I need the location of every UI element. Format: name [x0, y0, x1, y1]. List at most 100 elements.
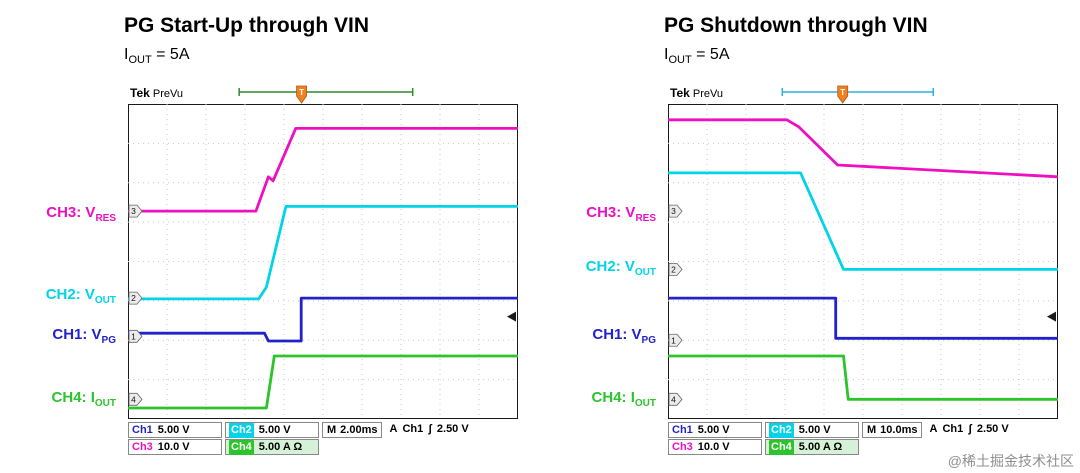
channel-label-text: CH3: V — [46, 204, 96, 221]
channel-label-ch1: CH1: VPG — [592, 326, 656, 346]
channel-label-text: CH4: I — [51, 389, 95, 406]
waveform-ch3 — [128, 127, 518, 213]
channel-label-ch4: CH4: IOUT — [52, 389, 116, 409]
trigger-source: Ch1 — [402, 423, 424, 435]
channel-label-subscript: RES — [635, 213, 656, 224]
channel-label-subscript: OUT — [634, 267, 656, 278]
ch3-tag: Ch3 — [672, 440, 693, 453]
channel-marker-number: 2 — [671, 264, 676, 274]
channel-label-text: CH2: V — [45, 286, 95, 303]
readout-ch3: Ch3 10.0 V — [668, 439, 762, 455]
trigger-mode: A — [929, 423, 938, 435]
channel-label-text: CH3: V — [586, 204, 636, 221]
ch1-tag: Ch1 — [132, 423, 153, 436]
channel-label-ch3: CH3: VRES — [46, 204, 116, 224]
trigger-position-marker: T — [296, 85, 307, 104]
graticule-grid — [128, 104, 518, 419]
ch4-tag: Ch4 — [229, 439, 254, 455]
channel-position-marker-1: 1 — [668, 333, 683, 347]
panel-title: PG Shutdown through VIN — [664, 14, 928, 37]
channel-label-ch4: CH4: IOUT — [592, 389, 656, 409]
trigger-slope-icon: ʃ — [968, 423, 972, 435]
channel-label-text: CH1: V — [592, 326, 642, 343]
ch2-tag: Ch2 — [769, 422, 794, 438]
readout-ch2: Ch2 5.00 V — [225, 422, 319, 438]
channel-position-marker-3: 3 — [668, 204, 683, 218]
channel-label-subscript: OUT — [634, 398, 656, 409]
ch1-scale: 5.00 V — [157, 423, 190, 436]
waveform-ch4 — [668, 354, 1058, 401]
acquisition-mode: PreVu — [692, 88, 724, 100]
panel-title: PG Start-Up through VIN — [124, 14, 369, 37]
ch2-scale: 5.00 V — [798, 423, 831, 436]
channel-label-subscript: PG — [101, 335, 116, 346]
waveform-ch1 — [668, 296, 1058, 340]
readout-ch1: Ch1 5.00 V — [668, 422, 762, 438]
ch3-scale: 10.0 V — [697, 440, 730, 453]
trigger-level-arrow — [507, 311, 516, 322]
tek-logo: Tek — [670, 86, 690, 100]
scope-screen: 3 2 1 4 T — [668, 85, 1058, 419]
channel-label-ch2: CH2: VOUT — [46, 286, 116, 306]
timebase-label: M — [327, 424, 337, 436]
channel-marker-number: 1 — [131, 331, 136, 341]
channel-marker-number: 4 — [671, 394, 676, 404]
waveform-ch2 — [128, 205, 518, 301]
channel-label-subscript: OUT — [94, 398, 116, 409]
readout-timebase: M 10.0ms — [862, 422, 923, 438]
scope-screen: 3 2 1 4 T — [128, 85, 518, 419]
trigger-mode: A — [389, 423, 398, 435]
readout-ch4: Ch4 5.00 A Ω — [225, 439, 319, 455]
scope-status-bar: Tek PreVu — [670, 86, 723, 100]
graticule-grid — [668, 104, 1058, 419]
waveform-ch2 — [668, 171, 1058, 271]
watermark: @稀土掘金技术社区 — [947, 453, 1074, 469]
tek-logo: Tek — [130, 86, 150, 100]
channel-label-text: CH1: V — [52, 326, 102, 343]
readout-row-1: Ch1 5.00 V Ch2 5.00 V M 2.00ms A Ch1 ʃ 2.50 V — [128, 422, 518, 438]
trigger-level: 2.50 V — [976, 423, 1009, 435]
readout-ch1: Ch1 5.00 V — [128, 422, 222, 438]
readout-trigger: A Ch1 ʃ 2.50 V — [925, 422, 1008, 438]
readout-timebase: M 2.00ms — [322, 422, 383, 438]
channel-position-marker-2: 2 — [668, 262, 683, 276]
waveform-ch4 — [128, 354, 518, 410]
subtitle-base: I — [124, 46, 129, 63]
acquisition-bracket — [238, 88, 414, 96]
oscilloscope-display: Tek PreVu 3 2 1 4 T Ch1 5.00 V Ch2 5.00 V M 2.0… — [128, 84, 518, 458]
trigger-source: Ch1 — [942, 423, 964, 435]
ch3-tag: Ch3 — [132, 440, 153, 453]
channel-marker-number: 4 — [131, 394, 136, 404]
channel-label-ch3: CH3: VRES — [586, 204, 656, 224]
channel-marker-number: 1 — [671, 335, 676, 345]
channel-label-subscript: RES — [95, 213, 116, 224]
ch3-scale: 10.0 V — [157, 440, 190, 453]
channel-marker-number: 3 — [131, 206, 136, 216]
subtitle-subscript: OUT — [668, 54, 692, 67]
timebase-value: 10.0ms — [880, 424, 918, 436]
trigger-level-arrow — [1047, 311, 1056, 322]
readout-row-1: Ch1 5.00 V Ch2 5.00 V M 10.0ms A Ch1 ʃ 2.50 V — [668, 422, 1058, 438]
trigger-slope-icon: ʃ — [428, 423, 432, 435]
channel-position-marker-2: 2 — [128, 291, 143, 305]
readout-ch3: Ch3 10.0 V — [128, 439, 222, 455]
timebase-label: M — [867, 424, 877, 436]
timebase-value: 2.00ms — [340, 424, 378, 436]
scope-panel-shutdown: PG Shutdown through VIN IOUT = 5A CH3: V… — [540, 0, 1080, 473]
channel-marker-number: 3 — [671, 206, 676, 216]
subtitle-rest: = 5A — [691, 46, 730, 63]
scope-status-bar: Tek PreVu — [130, 86, 183, 100]
channel-position-marker-3: 3 — [128, 204, 143, 218]
channel-position-marker-1: 1 — [128, 329, 143, 343]
waveform-ch3 — [668, 118, 1058, 179]
scope-panel-startup: PG Start-Up through VIN IOUT = 5A CH3: V… — [46, 14, 518, 458]
svg-text:T: T — [299, 88, 304, 97]
ch4-scale: 5.00 A Ω — [258, 440, 303, 453]
ch1-scale: 5.00 V — [697, 423, 730, 436]
channel-label-text: CH4: I — [591, 389, 635, 406]
ch4-tag: Ch4 — [769, 439, 794, 455]
svg-text:T: T — [840, 88, 845, 97]
subtitle-subscript: OUT — [128, 54, 152, 67]
